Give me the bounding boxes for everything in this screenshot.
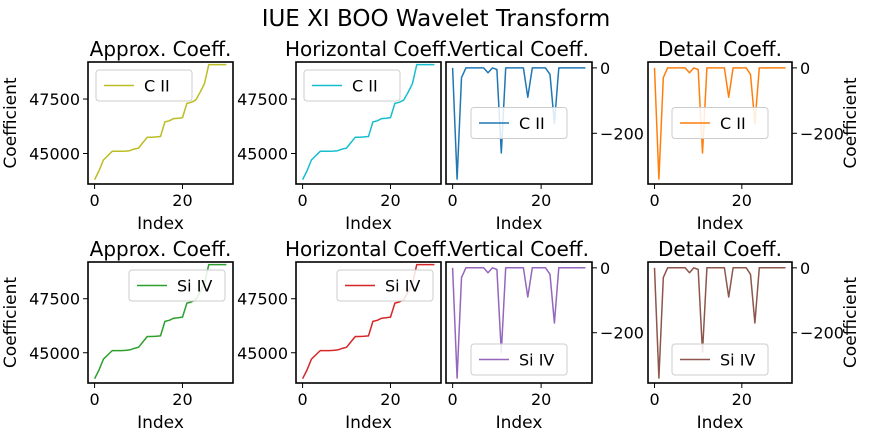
subplot-1: Approx. Coeff. 0 20 45000 47500 Index Coeffici… xyxy=(1,37,233,234)
subplot-title: Detail Coeff. xyxy=(658,37,782,61)
legend-label: Si IV xyxy=(720,351,755,370)
x-tick-label: 20 xyxy=(531,390,551,409)
y-tick-label: 45000 xyxy=(29,145,80,164)
subplot-4: Detail Coeff. 0 20 −200 0 Index Coefficient C I… xyxy=(648,37,861,234)
x-axis-label: Index xyxy=(345,413,392,433)
subplot-8: Detail Coeff. 0 20 −200 0 Index Coefficient Si … xyxy=(648,237,861,433)
x-tick-label: 0 xyxy=(448,191,458,210)
x-tick-label: 0 xyxy=(649,390,659,409)
x-tick-label: 20 xyxy=(172,191,192,210)
x-axis-label: Index xyxy=(697,214,744,234)
x-tick-label: 0 xyxy=(89,191,99,210)
subplot-title: Horizontal Coeff. xyxy=(285,37,452,61)
legend-label: Si IV xyxy=(385,277,420,296)
legend: Si IV xyxy=(129,270,225,301)
legend: C II xyxy=(96,70,192,101)
x-axis-label: Index xyxy=(697,413,744,433)
y-tick-label: 0 xyxy=(800,259,810,278)
x-tick-label: 20 xyxy=(172,390,192,409)
x-tick-label: 20 xyxy=(531,191,551,210)
subplot-title: Horizontal Coeff. xyxy=(285,237,452,261)
x-tick-label: 0 xyxy=(649,191,659,210)
x-axis-label: Index xyxy=(496,214,543,234)
subplot-grid: Approx. Coeff. 0 20 45000 47500 Index Coeffici… xyxy=(1,37,861,433)
y-axis-label: Coefficient xyxy=(841,77,861,168)
y-axis-label: Coefficient xyxy=(841,277,861,368)
legend-label: Si IV xyxy=(519,351,554,370)
x-tick-label: 0 xyxy=(297,191,307,210)
legend-label: C II xyxy=(144,77,170,96)
y-tick-label: 45000 xyxy=(237,344,288,363)
y-tick-label: 47500 xyxy=(29,290,80,309)
legend: Si IV xyxy=(471,344,567,375)
y-tick-label: 47500 xyxy=(237,90,288,109)
legend-label: C II xyxy=(519,114,545,133)
legend: Si IV xyxy=(672,344,768,375)
legend: C II xyxy=(304,70,400,101)
subplot-title: Approx. Coeff. xyxy=(90,37,232,61)
y-tick-label: −200 xyxy=(600,324,644,343)
subplot-2: Horizontal Coeff. 0 20 45000 47500 Index C II xyxy=(237,37,452,234)
y-tick-label: 0 xyxy=(600,59,610,78)
y-tick-label: 0 xyxy=(800,59,810,78)
x-tick-label: 20 xyxy=(732,191,752,210)
legend: Si IV xyxy=(337,270,433,301)
subplot-title: Vertical Coeff. xyxy=(449,237,589,261)
x-tick-label: 20 xyxy=(732,390,752,409)
legend-label: C II xyxy=(352,77,378,96)
subplot-6: Horizontal Coeff. 0 20 45000 47500 Index Si IV xyxy=(237,237,452,433)
subplot-3: Vertical Coeff. 0 20 −200 0 Index C II xyxy=(446,37,644,234)
y-axis-label: Coefficient xyxy=(1,277,21,368)
subplot-title: Approx. Coeff. xyxy=(90,237,232,261)
x-tick-label: 0 xyxy=(448,390,458,409)
y-tick-label: 47500 xyxy=(237,290,288,309)
legend: C II xyxy=(471,108,567,139)
subplot-title: Detail Coeff. xyxy=(658,237,782,261)
x-axis-label: Index xyxy=(496,413,543,433)
legend-label: Si IV xyxy=(177,277,212,296)
y-tick-label: 0 xyxy=(600,259,610,278)
x-axis-label: Index xyxy=(137,413,184,433)
subplot-5: Approx. Coeff. 0 20 45000 47500 Index Coeffici… xyxy=(1,237,233,433)
x-tick-label: 0 xyxy=(297,390,307,409)
subplot-title: Vertical Coeff. xyxy=(449,37,589,61)
y-tick-label: 45000 xyxy=(29,344,80,363)
x-axis-label: Index xyxy=(345,214,392,234)
x-tick-label: 0 xyxy=(89,390,99,409)
x-axis-label: Index xyxy=(137,214,184,234)
subplot-7: Vertical Coeff. 0 20 −200 0 Index Si IV xyxy=(446,237,644,433)
figure-title: IUE XI BOO Wavelet Transform xyxy=(262,6,611,32)
x-tick-label: 20 xyxy=(380,191,400,210)
y-tick-label: −200 xyxy=(800,124,844,143)
y-tick-label: 45000 xyxy=(237,145,288,164)
y-axis-label: Coefficient xyxy=(1,77,21,168)
legend: C II xyxy=(672,108,768,139)
y-tick-label: −200 xyxy=(600,124,644,143)
y-tick-label: 47500 xyxy=(29,90,80,109)
y-tick-label: −200 xyxy=(800,324,844,343)
legend-label: C II xyxy=(720,114,746,133)
x-tick-label: 20 xyxy=(380,390,400,409)
